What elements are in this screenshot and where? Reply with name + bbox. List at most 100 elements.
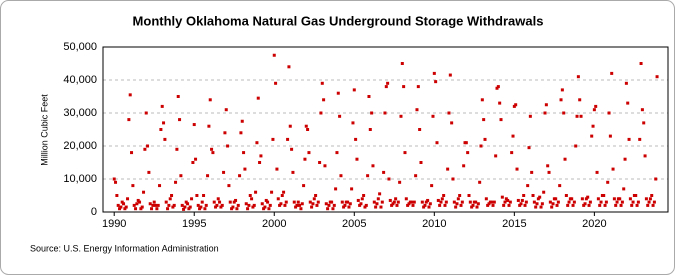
data-point [443,203,447,207]
data-point [356,198,360,202]
data-point [298,203,302,207]
data-point [450,121,454,125]
data-point [174,180,178,184]
data-point [254,190,258,194]
data-point [216,197,220,201]
data-point [286,137,290,141]
data-point [274,81,278,85]
data-point [307,151,311,155]
data-point [530,170,534,174]
data-point [195,194,199,197]
data-point [267,207,271,211]
data-point [490,200,494,204]
data-point [120,200,124,204]
y-axis-label: Million Cubic Feet [39,94,49,166]
data-point [191,161,195,164]
data-point [446,167,450,171]
data-point [431,114,435,118]
data-point [332,203,336,207]
y-tick-label: 40,000 [63,74,97,86]
data-point [375,202,379,206]
data-point [278,203,282,207]
data-point [271,137,275,141]
data-point [603,203,607,207]
data-point [427,205,431,209]
data-point [599,200,603,204]
data-point [347,205,351,209]
data-point [226,144,230,148]
data-point [194,157,198,161]
data-point [551,202,555,206]
data-point [630,203,634,207]
data-point [506,198,510,202]
data-point [338,114,342,118]
data-point [588,200,592,204]
data-point [179,174,183,178]
data-point [426,198,430,202]
data-point [442,194,446,197]
data-point [583,202,587,206]
data-point [276,197,280,201]
data-point [483,137,487,141]
data-point [290,147,294,151]
data-point [364,203,368,207]
data-point [411,203,415,207]
data-point [315,203,319,207]
data-point [299,207,303,211]
data-point [208,98,212,102]
data-point [538,195,542,199]
data-point [539,205,543,209]
data-point [339,174,343,178]
data-point [423,203,427,207]
data-point [374,205,378,209]
data-point [247,203,251,207]
data-point [424,200,428,204]
data-point [419,161,423,164]
data-point [626,101,630,105]
data-point [440,197,444,201]
data-point [578,98,582,102]
data-point [522,194,526,197]
data-point [447,111,451,115]
data-point [484,197,488,201]
data-point [372,200,376,204]
data-point [244,202,248,206]
data-point [547,170,551,174]
data-point [559,98,563,102]
data-point [492,200,496,204]
data-point [182,207,186,211]
data-point [366,174,370,178]
data-point [623,157,627,161]
data-point [342,205,346,209]
data-point [240,119,244,123]
data-point [358,203,362,207]
data-point [346,200,350,204]
data-point [518,203,522,207]
data-point [248,194,252,197]
data-point [651,203,655,207]
data-point [219,205,223,209]
data-point [643,154,647,158]
data-point [654,177,658,181]
data-point [295,203,299,207]
x-tick-label: 1995 [182,218,206,230]
data-point [304,124,308,128]
data-point [510,151,514,155]
data-point [474,200,478,204]
data-point [324,202,328,206]
data-point [515,167,519,171]
data-point [571,203,575,207]
data-point [198,207,202,211]
data-point [242,151,246,155]
data-point [158,184,162,188]
data-point [306,128,310,131]
data-point [199,205,203,209]
data-point [231,205,235,209]
data-point [451,177,455,181]
data-point [263,205,267,209]
data-point [607,111,611,115]
data-point [264,198,268,202]
data-point [268,203,272,207]
data-point [296,200,300,204]
